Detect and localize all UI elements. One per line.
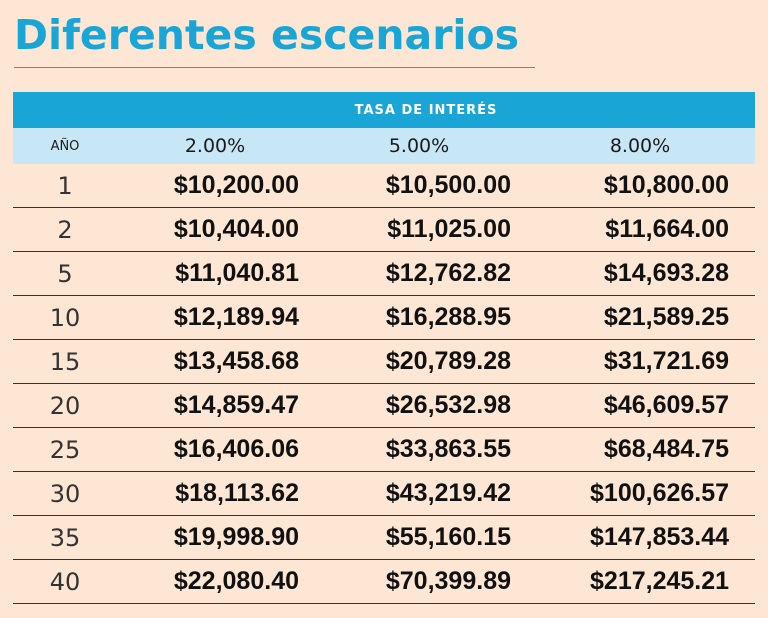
value-cell-5-percent: $55,160.15 [313,515,525,560]
scenarios-table-container: TASA DE INTERÉS AÑO 2.00% 5.00% 8.00% 1 $… [13,92,756,604]
value-cell-2-percent: $13,458.68 [117,339,313,384]
value-cell-5-percent: $33,863.55 [313,427,525,472]
year-column-header: AÑO [13,128,117,164]
year-cell: 30 [13,471,117,516]
value-cell-8-percent: $217,245.21 [525,559,756,604]
value-cell-8-percent: $147,853.44 [525,515,756,560]
interest-rate-label: TASA DE INTERÉS [13,92,756,128]
year-cell: 2 [13,207,117,252]
year-cell: 25 [13,427,117,472]
value-cell-5-percent: $70,399.89 [313,559,525,604]
year-cell: 15 [13,339,117,384]
year-cell: 1 [13,164,117,208]
table-row: 25 $16,406.06 $33,863.55 $68,484.75 [13,427,756,472]
table-row: 2 $10,404.00 $11,025.00 $11,664.00 [13,207,756,252]
year-cell: 10 [13,295,117,340]
value-cell-2-percent: $16,406.06 [117,427,313,472]
table-row: 5 $11,040.81 $12,762.82 $14,693.28 [13,251,756,296]
value-cell-2-percent: $12,189.94 [117,295,313,340]
table-row: 35 $19,998.90 $55,160.15 $147,853.44 [13,515,756,560]
value-cell-5-percent: $43,219.42 [313,471,525,516]
table-row: 40 $22,080.40 $70,399.89 $217,245.21 [13,559,756,604]
value-cell-5-percent: $16,288.95 [313,295,525,340]
column-header-row: AÑO 2.00% 5.00% 8.00% [13,128,756,164]
value-cell-5-percent: $11,025.00 [313,207,525,252]
value-cell-8-percent: $21,589.25 [525,295,756,340]
value-cell-2-percent: $10,200.00 [117,164,313,208]
year-cell: 20 [13,383,117,428]
interest-rate-band: TASA DE INTERÉS [13,92,756,128]
value-cell-2-percent: $18,113.62 [117,471,313,516]
value-cell-5-percent: $12,762.82 [313,251,525,296]
value-cell-8-percent: $10,800.00 [525,164,756,208]
year-cell: 5 [13,251,117,296]
scenarios-table: TASA DE INTERÉS AÑO 2.00% 5.00% 8.00% 1 $… [13,92,756,604]
value-cell-2-percent: $22,080.40 [117,559,313,604]
page-title: Diferentes escenarios [14,11,520,59]
value-cell-8-percent: $31,721.69 [525,339,756,384]
value-cell-8-percent: $14,693.28 [525,251,756,296]
value-cell-8-percent: $100,626.57 [525,471,756,516]
value-cell-2-percent: $19,998.90 [117,515,313,560]
rate-header-5: 5.00% [313,128,525,164]
value-cell-8-percent: $46,609.57 [525,383,756,428]
year-cell: 35 [13,515,117,560]
year-cell: 40 [13,559,117,604]
table-row: 10 $12,189.94 $16,288.95 $21,589.25 [13,295,756,340]
value-cell-5-percent: $20,789.28 [313,339,525,384]
value-cell-2-percent: $11,040.81 [117,251,313,296]
value-cell-8-percent: $11,664.00 [525,207,756,252]
value-cell-2-percent: $14,859.47 [117,383,313,428]
value-cell-2-percent: $10,404.00 [117,207,313,252]
title-underline [14,67,535,68]
value-cell-5-percent: $10,500.00 [313,164,525,208]
table-row: 1 $10,200.00 $10,500.00 $10,800.00 [13,164,756,208]
rate-header-8: 8.00% [525,128,756,164]
table-row: 30 $18,113.62 $43,219.42 $100,626.57 [13,471,756,516]
rate-header-2: 2.00% [117,128,313,164]
table-row: 15 $13,458.68 $20,789.28 $31,721.69 [13,339,756,384]
value-cell-5-percent: $26,532.98 [313,383,525,428]
value-cell-8-percent: $68,484.75 [525,427,756,472]
table-row: 20 $14,859.47 $26,532.98 $46,609.57 [13,383,756,428]
table-body: 1 $10,200.00 $10,500.00 $10,800.00 2 $10,404.… [13,164,756,604]
